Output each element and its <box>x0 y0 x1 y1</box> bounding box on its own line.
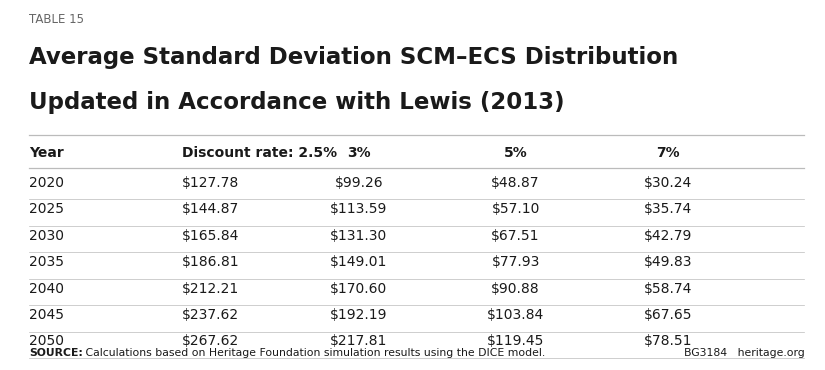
Text: 2040: 2040 <box>29 282 64 296</box>
Text: Calculations based on Heritage Foundation simulation results using the DICE mode: Calculations based on Heritage Foundatio… <box>82 348 546 358</box>
Text: $35.74: $35.74 <box>644 202 692 216</box>
Text: $78.51: $78.51 <box>644 334 692 349</box>
Text: SOURCE:: SOURCE: <box>29 348 82 358</box>
Text: $77.93: $77.93 <box>492 255 540 269</box>
Text: $30.24: $30.24 <box>644 176 692 190</box>
Text: 2030: 2030 <box>29 229 64 243</box>
Text: $113.59: $113.59 <box>330 202 388 216</box>
Text: $103.84: $103.84 <box>487 308 544 322</box>
Text: Average Standard Deviation SCM–ECS Distribution: Average Standard Deviation SCM–ECS Distr… <box>29 46 678 69</box>
Text: $99.26: $99.26 <box>335 176 383 190</box>
Text: $165.84: $165.84 <box>182 229 239 243</box>
Text: Year: Year <box>29 146 64 160</box>
Text: Discount rate: 2.5%: Discount rate: 2.5% <box>182 146 337 160</box>
Text: $127.78: $127.78 <box>182 176 238 190</box>
Text: $186.81: $186.81 <box>182 255 239 269</box>
Text: $192.19: $192.19 <box>330 308 388 322</box>
Text: $48.87: $48.87 <box>492 176 540 190</box>
Text: $57.10: $57.10 <box>492 202 540 216</box>
Text: 2035: 2035 <box>29 255 64 269</box>
Text: 2050: 2050 <box>29 334 64 349</box>
Text: $90.88: $90.88 <box>492 282 540 296</box>
Text: $131.30: $131.30 <box>330 229 388 243</box>
Text: $144.87: $144.87 <box>182 202 238 216</box>
Text: $119.45: $119.45 <box>487 334 544 349</box>
Text: 3%: 3% <box>347 146 370 160</box>
Text: BG3184   heritage.org: BG3184 heritage.org <box>684 348 804 358</box>
Text: 5%: 5% <box>504 146 527 160</box>
Text: 2020: 2020 <box>29 176 64 190</box>
Text: 2045: 2045 <box>29 308 64 322</box>
Text: $217.81: $217.81 <box>330 334 388 349</box>
Text: $49.83: $49.83 <box>644 255 692 269</box>
Text: $170.60: $170.60 <box>330 282 388 296</box>
Text: TABLE 15: TABLE 15 <box>29 13 84 26</box>
Text: $149.01: $149.01 <box>330 255 388 269</box>
Text: $67.51: $67.51 <box>492 229 540 243</box>
Text: 7%: 7% <box>657 146 680 160</box>
Text: $267.62: $267.62 <box>182 334 238 349</box>
Text: $237.62: $237.62 <box>182 308 238 322</box>
Text: $58.74: $58.74 <box>644 282 692 296</box>
Text: $42.79: $42.79 <box>644 229 692 243</box>
Text: $212.21: $212.21 <box>182 282 238 296</box>
Text: $67.65: $67.65 <box>644 308 692 322</box>
Text: Updated in Accordance with Lewis (2013): Updated in Accordance with Lewis (2013) <box>29 91 564 114</box>
Text: 2025: 2025 <box>29 202 64 216</box>
